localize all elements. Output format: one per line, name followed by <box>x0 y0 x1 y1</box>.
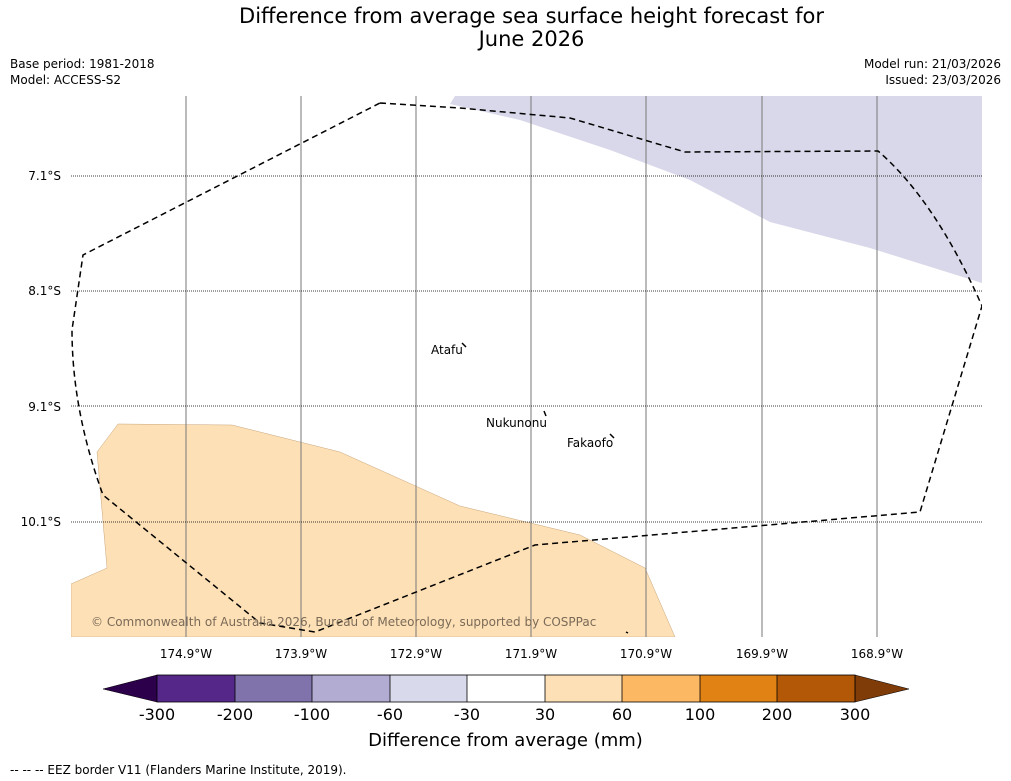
colorbar-segment <box>312 675 390 702</box>
model-run: Model run: 21/03/2026 <box>863 57 1001 71</box>
nukunonu-atoll <box>543 410 547 417</box>
colorbar-tick: -300 <box>139 705 175 724</box>
lon-label: 169.9°W <box>736 647 788 661</box>
title-line-1: Difference from average sea surface heig… <box>239 4 824 28</box>
lon-label: 174.9°W <box>160 647 212 661</box>
colorbar-tick: -100 <box>294 705 330 724</box>
page-title: Difference from average sea surface heig… <box>0 5 1011 51</box>
copyright-text: © Commonwealth of Australia 2026, Bureau… <box>91 615 596 629</box>
colorbar-tick: 60 <box>612 705 632 724</box>
meta-left: Base period: 1981-2018 Model: ACCESS-S2 <box>10 56 155 88</box>
lon-label: 170.9°W <box>620 647 672 661</box>
lon-label: 168.9°W <box>851 647 903 661</box>
colorbar-max-extend <box>854 674 910 703</box>
islet <box>625 631 629 634</box>
place-nukunonu: Nukunonu <box>486 416 547 430</box>
colorbar-segment <box>545 675 623 702</box>
colorbar-tick: 200 <box>762 705 793 724</box>
colorbar-tick: -60 <box>377 705 403 724</box>
colorbar-min-extend <box>102 674 158 703</box>
colorbar-tick: 300 <box>840 705 871 724</box>
meta-right: Model run: 21/03/2026 Issued: 23/03/2026 <box>864 56 1001 88</box>
place-fakaofo: Fakaofo <box>567 436 613 450</box>
colorbar-tick: 30 <box>535 705 555 724</box>
eez-footnote: -- -- -- EEZ border V11 (Flanders Marine… <box>10 763 347 777</box>
meridians <box>185 96 878 637</box>
colorbar-segment <box>622 675 700 702</box>
longitude-labels: 174.9°W 173.9°W 172.9°W 171.9°W 170.9°W … <box>160 647 903 661</box>
colorbar-segment <box>700 675 778 702</box>
atoll-shapes <box>461 342 629 634</box>
place-atafu: Atafu <box>431 343 463 357</box>
colorbar-segment <box>157 675 235 702</box>
model-name: Model: ACCESS-S2 <box>10 73 122 87</box>
colorbar-ticks: -300 -200 -100 -60 -30 30 60 100 200 300 <box>139 705 870 724</box>
negative-anomaly-area <box>450 96 982 283</box>
colorbar-title: Difference from average (mm) <box>368 730 643 751</box>
lon-label: 172.9°W <box>390 647 442 661</box>
lat-label: 10.1°S <box>21 515 61 529</box>
fakaofo-atoll <box>609 433 615 439</box>
colorbar-tick: 100 <box>685 705 716 724</box>
lat-label: 9.1°S <box>28 400 61 414</box>
colorbar-tick: -200 <box>217 705 253 724</box>
map-area: Atafu Nukunonu Fakaofo © Commonwealth of… <box>71 96 982 637</box>
colorbar: -300 -200 -100 -60 -30 30 60 100 200 300 <box>102 674 910 724</box>
issued-date: Issued: 23/03/2026 <box>885 73 1001 87</box>
colorbar-frame <box>156 674 856 703</box>
colorbar-segment <box>777 675 855 702</box>
colorbar-dividers <box>234 675 778 702</box>
colorbar-tick: -30 <box>454 705 480 724</box>
atafu-atoll <box>461 342 467 348</box>
lat-label: 8.1°S <box>28 284 61 298</box>
title-line-2: June 2026 <box>478 27 585 51</box>
latitude-labels: 7.1°S 8.1°S 9.1°S 10.1°S <box>21 169 61 529</box>
base-period: Base period: 1981-2018 <box>10 57 155 71</box>
lon-label: 173.9°W <box>275 647 327 661</box>
colorbar-segment <box>235 675 313 702</box>
colorbar-segment <box>467 675 545 702</box>
lat-label: 7.1°S <box>28 169 61 183</box>
colorbar-segment <box>390 675 468 702</box>
positive-anomaly-area <box>71 423 676 637</box>
lon-label: 171.9°W <box>505 647 557 661</box>
